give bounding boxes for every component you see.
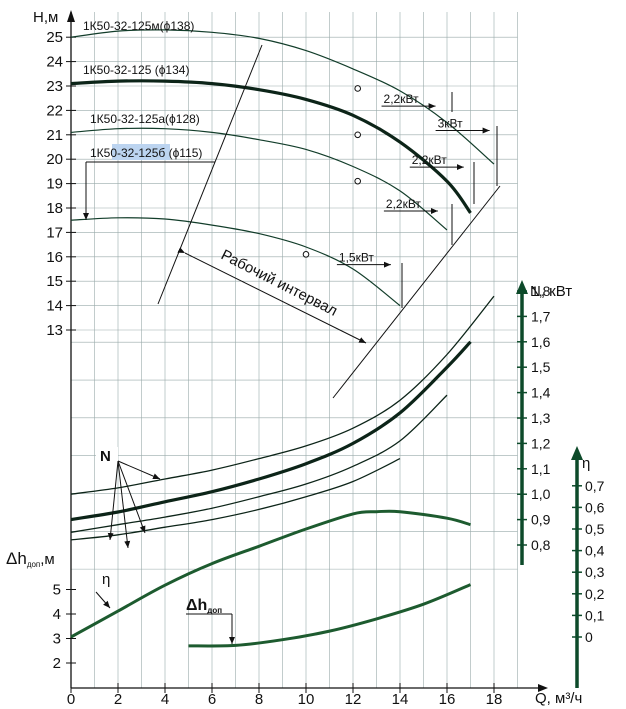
npsh-curve-label: Δhдоп	[186, 597, 222, 615]
n-label-arrow	[107, 460, 119, 541]
n-curve	[70, 458, 401, 541]
h-axis-title: H,м	[33, 9, 58, 26]
n-tick-label: 1,7	[531, 308, 551, 324]
npsh-tick-label: 4	[53, 606, 61, 623]
n-label-arrow	[117, 460, 146, 534]
h-tick-label: 19	[46, 176, 63, 193]
eta-tick-label: 0,7	[585, 478, 605, 494]
eta-tick-label: 0,2	[585, 586, 605, 602]
q-tick-label: 10	[298, 691, 315, 708]
q-tick-label: 6	[208, 691, 216, 708]
eta-axis-title: η	[582, 455, 590, 472]
q-axis-arrow	[538, 684, 548, 692]
operating-point	[302, 251, 310, 258]
n-curves-label: N	[100, 448, 111, 465]
power-label: 2,2кВт	[384, 92, 420, 106]
n-tick-label: 1,0	[531, 486, 551, 502]
q-tick-label: 14	[392, 691, 409, 708]
n-curve	[70, 340, 472, 522]
power-label: 3кВт	[438, 116, 464, 130]
power-label: 2,2кВт	[412, 153, 448, 167]
eta-tick-label: 0	[585, 629, 593, 645]
h-tick-label: 24	[46, 54, 63, 71]
n-tick-label: 1,4	[531, 385, 551, 401]
n-label-arrow	[117, 460, 131, 549]
eta-tick-label: 0,4	[585, 543, 605, 559]
eta-tick-label: 0,5	[585, 521, 605, 537]
n-tick-label: 1,2	[531, 435, 551, 451]
eta-curve	[70, 509, 471, 639]
h-tick-label: 25	[46, 29, 63, 46]
chart-grid	[71, 12, 518, 688]
q-tick-label: 12	[345, 691, 362, 708]
series-label: 1К50-32-125а(ϕ128)	[90, 112, 200, 126]
chart-labels: 1К50-32-125м(ϕ138) 1К50-32-125 (ϕ134) 1К50…	[83, 19, 235, 644]
h-tick-label: 21	[46, 127, 63, 144]
npsh-curve	[188, 583, 472, 648]
q-tick-label: 8	[255, 691, 263, 708]
h-tick-label: 20	[46, 151, 63, 168]
working-range-arrow	[177, 247, 367, 344]
n-tick-label: 0,9	[531, 512, 551, 528]
eta-curve-label: η	[102, 571, 110, 588]
n-tick-label: 0,8	[531, 537, 551, 553]
npsh-axis-title: Δhдоп,м	[6, 549, 55, 569]
h-tick-label: 15	[46, 273, 63, 290]
npsh-tick-label: 3	[53, 631, 61, 648]
series-label: 1К50-32-125 (ϕ134)	[83, 63, 189, 77]
h-curve	[70, 29, 495, 165]
n-tick-label: 1,1	[531, 461, 551, 477]
npsh-tick-label: 2	[53, 655, 61, 672]
h-tick-label: 17	[46, 224, 63, 241]
working-range-label: Рабочий интервал	[218, 246, 340, 319]
operating-point	[354, 85, 362, 92]
q-tick-label: 0	[67, 691, 75, 708]
eta-tick-label: 0,1	[585, 607, 605, 623]
eta-axis-arrow	[571, 446, 583, 460]
q-axis-title: Q, м³/ч	[535, 690, 582, 707]
n-label-bg	[96, 447, 118, 465]
h-tick-label: 23	[46, 78, 63, 95]
n-curve	[70, 295, 495, 495]
eta-label-arrow	[95, 591, 111, 609]
chart-annotations: Рабочий интервал 2,2кВт 3кВт 2,2кВт 2,2кВт 1,…	[157, 44, 501, 399]
n-tick-label: 1,8	[531, 283, 551, 299]
h-curve	[70, 79, 472, 214]
n-label-arrow	[117, 460, 161, 480]
n-curve	[70, 394, 448, 533]
h-tick-label: 14	[46, 298, 63, 315]
npsh-tick-label: 5	[53, 582, 61, 599]
h-axis-arrow	[67, 10, 75, 22]
series-label: 1К50-32-125б (ϕ115)	[90, 146, 202, 160]
n-tick-label: 1,5	[531, 359, 551, 375]
working-range-left-line	[157, 44, 263, 305]
eta-tick-label: 0,6	[585, 499, 605, 515]
q-tick-label: 4	[161, 691, 169, 708]
label-highlight	[112, 144, 170, 160]
operating-point	[354, 177, 362, 185]
working-range-right-line	[332, 185, 501, 399]
n-axis-title: N, кВт	[530, 283, 572, 300]
power-label: 2,2кВт	[386, 197, 422, 211]
h-tick-label: 18	[46, 200, 63, 217]
h-tick-label: 22	[46, 102, 63, 119]
q-tick-label: 16	[439, 691, 456, 708]
n-tick-label: 1,6	[531, 334, 551, 350]
h-curve	[70, 127, 448, 231]
n-tick-label: 1,3	[531, 410, 551, 426]
eta-tick-label: 0,3	[585, 564, 605, 580]
h-tick-label: 16	[46, 249, 63, 266]
power-label: 1,5кВт	[339, 251, 375, 265]
q-tick-label: 18	[486, 691, 503, 708]
series-label: 1К50-32-125м(ϕ138)	[83, 19, 194, 33]
q-tick-label: 2	[114, 691, 122, 708]
operating-point	[354, 131, 362, 139]
h-tick-label: 13	[46, 322, 63, 339]
